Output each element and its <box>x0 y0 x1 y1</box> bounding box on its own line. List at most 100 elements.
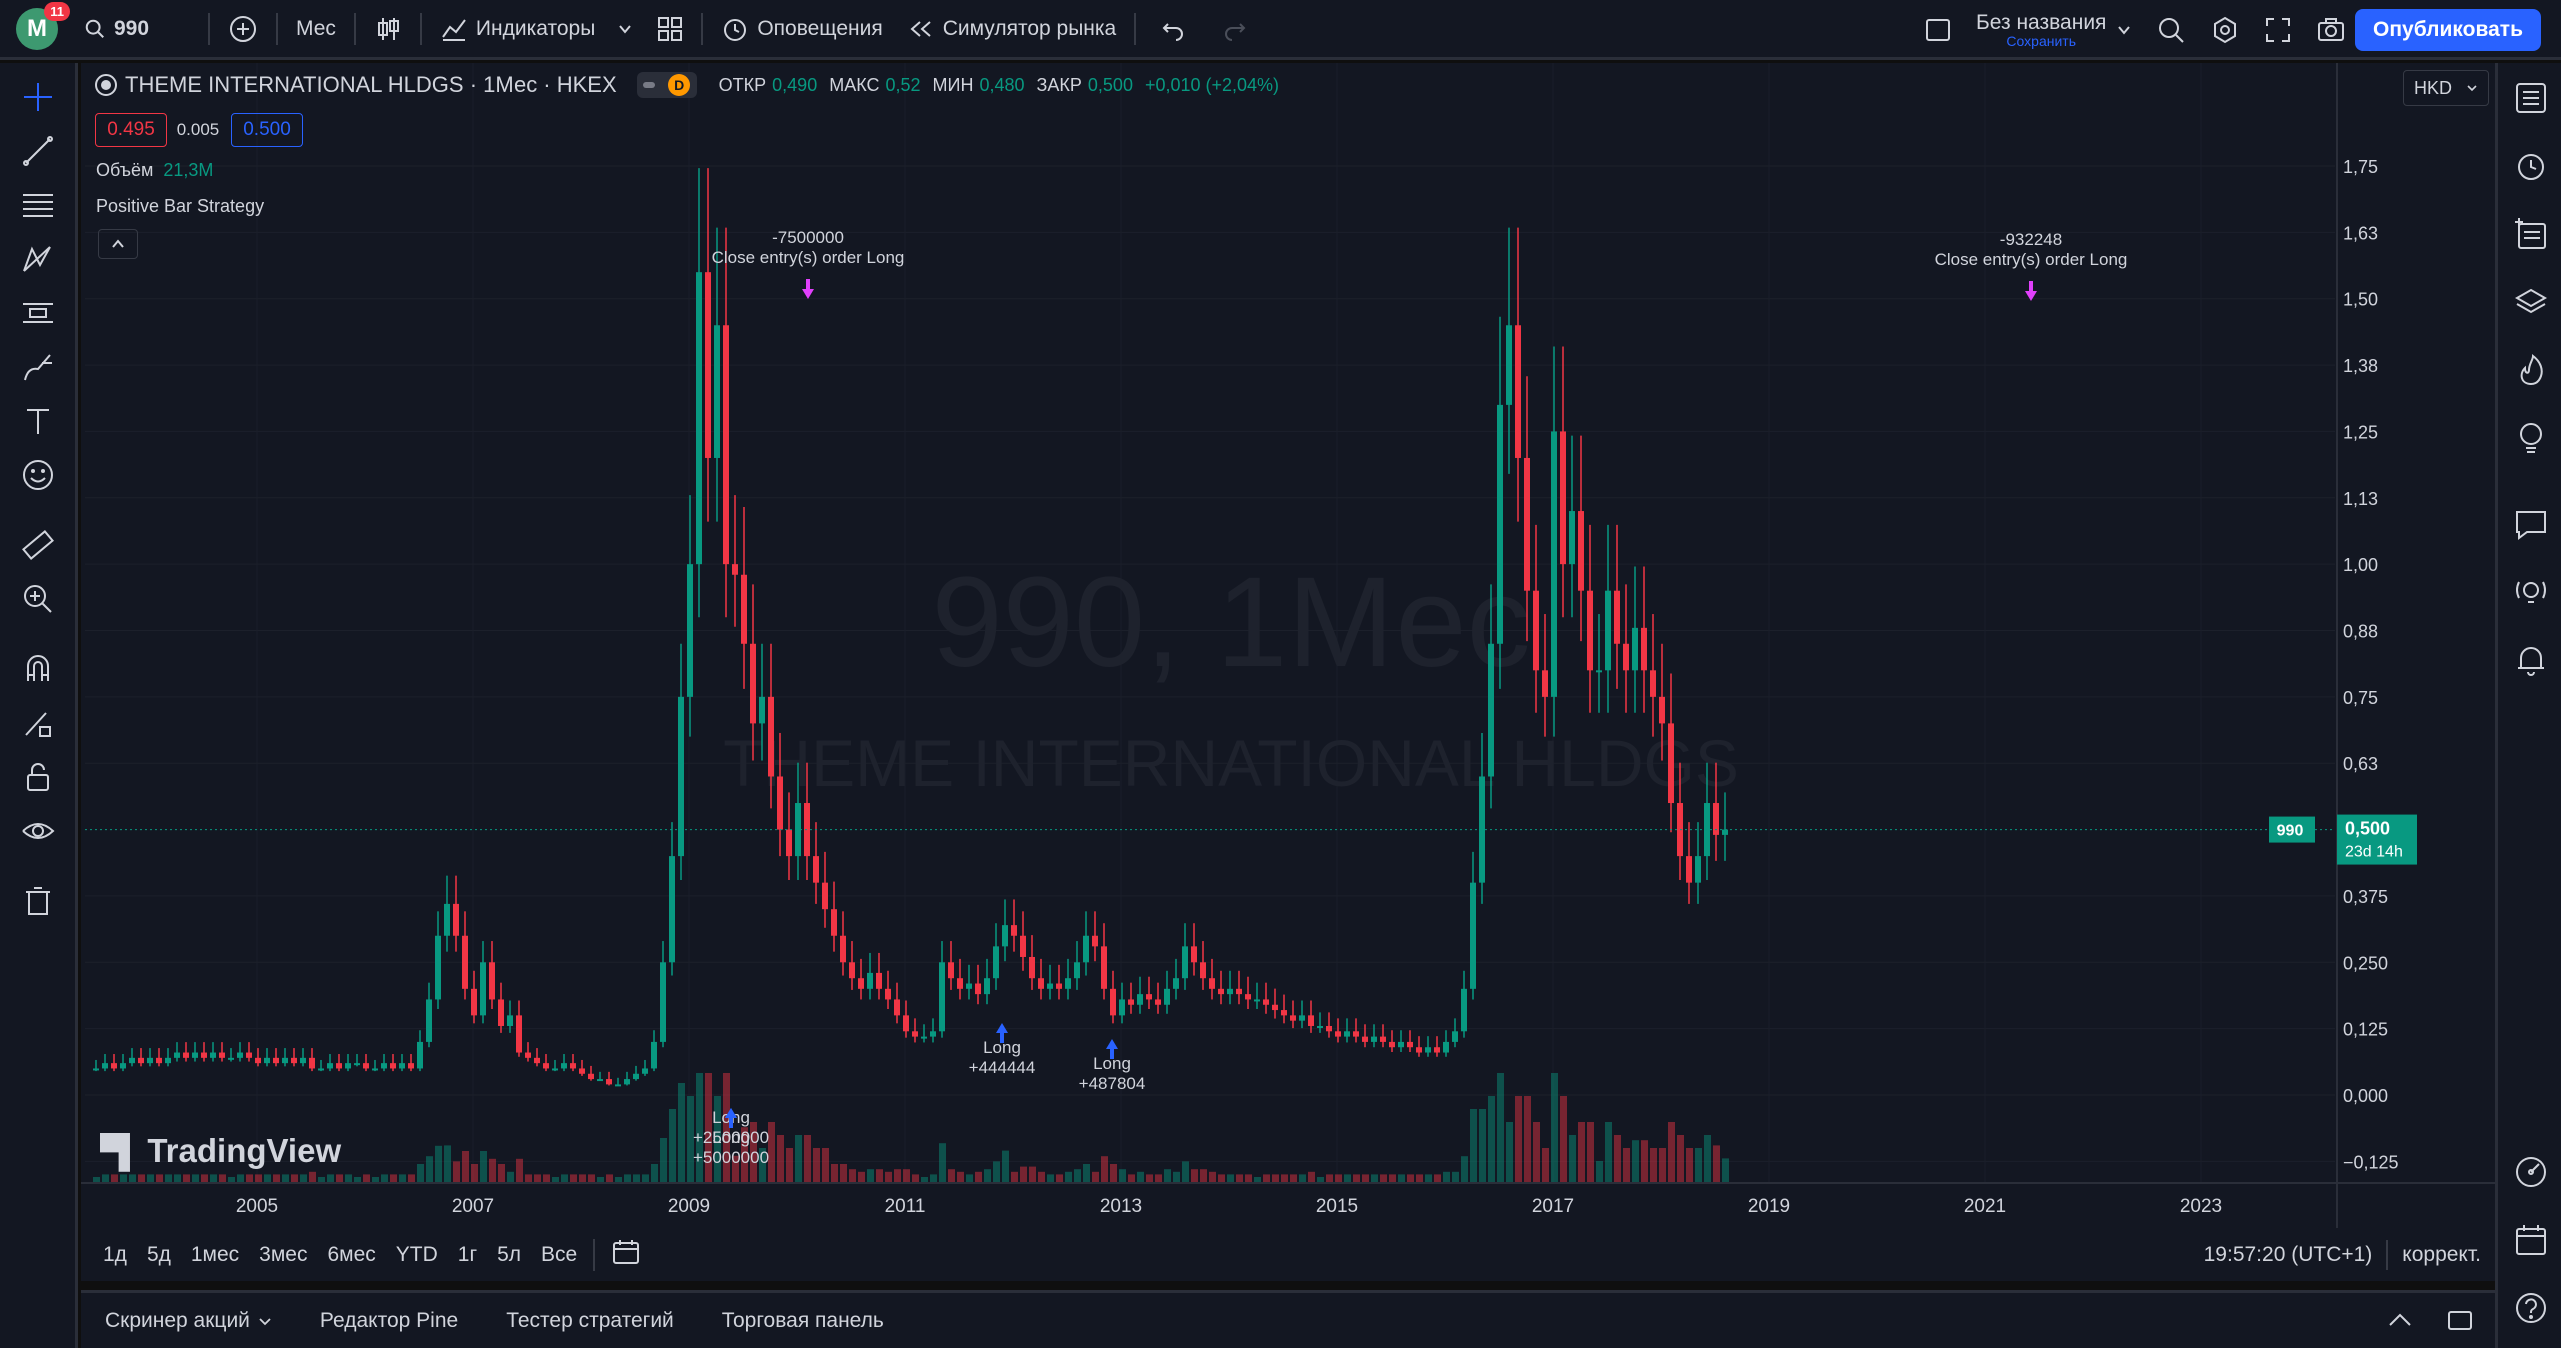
candle-body <box>399 1063 405 1069</box>
range-button[interactable]: YTD <box>395 1242 438 1266</box>
range-button[interactable]: 1мес <box>190 1242 240 1266</box>
tab-trading-panel[interactable]: Торговая панель <box>721 1308 884 1332</box>
object-tree-button[interactable] <box>2510 213 2552 255</box>
volume-bar <box>831 1164 838 1183</box>
candle-body <box>1569 511 1575 565</box>
volume-bar <box>1200 1169 1207 1183</box>
trend-line-tool[interactable] <box>18 131 58 171</box>
lightning-search-icon <box>2159 18 2185 43</box>
collapse-legend-button[interactable] <box>98 229 138 259</box>
compare-button[interactable] <box>216 0 270 59</box>
keep-drawing-tool[interactable] <box>18 703 58 743</box>
magnet-tool[interactable] <box>18 649 58 689</box>
chevron-down-icon <box>259 1317 271 1325</box>
data-status-badge[interactable]: D <box>636 72 697 98</box>
streams-button[interactable] <box>2510 571 2552 613</box>
bid-box[interactable]: 0.495 <box>95 113 167 147</box>
prediction-tool[interactable] <box>18 293 58 333</box>
candle-body <box>417 1041 423 1069</box>
tab-pine-editor[interactable]: Редактор Pine <box>319 1308 459 1332</box>
remove-drawings-tool[interactable] <box>18 881 58 921</box>
candle-body <box>1110 988 1116 1016</box>
divider <box>208 12 210 45</box>
last-price-label: 0,500 <box>2345 819 2390 839</box>
range-button[interactable]: 5д <box>146 1242 171 1266</box>
user-avatar[interactable]: M 11 <box>16 1 70 50</box>
divider <box>593 1238 596 1271</box>
dom-button[interactable] <box>2510 1151 2552 1193</box>
symbol-title[interactable]: THEME INTERNATIONAL HLDGS · 1Мес · HKEX <box>125 72 617 97</box>
chart-type-button[interactable] <box>362 0 414 59</box>
strategy-legend[interactable]: Positive Bar Strategy <box>96 196 265 216</box>
range-button[interactable]: 6мес <box>327 1242 376 1266</box>
interval-button[interactable]: Мес <box>296 16 336 40</box>
time-tick-label: 2017 <box>1532 1196 1574 1217</box>
chevron-up-icon[interactable] <box>2385 1305 2415 1335</box>
volume-bar <box>840 1164 847 1183</box>
goto-date-button[interactable] <box>601 1237 651 1273</box>
ruler-tool[interactable] <box>18 525 58 565</box>
text-tool[interactable] <box>18 401 58 441</box>
undo-button[interactable] <box>1142 0 1204 59</box>
layout-name-button[interactable]: Без названия Сохранить <box>1964 0 2144 60</box>
range-button[interactable]: 1д <box>103 1242 127 1266</box>
volume-bar <box>1380 1174 1387 1183</box>
fullscreen-button[interactable] <box>2252 0 2304 60</box>
range-button[interactable]: 1г <box>457 1242 478 1266</box>
candle-body <box>1659 696 1665 724</box>
replay-button[interactable]: Симулятор рынка <box>895 0 1129 59</box>
indicators-button[interactable]: Индикаторы <box>428 0 645 59</box>
layers-button[interactable] <box>2510 281 2552 323</box>
snapshot-button[interactable] <box>2304 0 2358 60</box>
tradingview-logo[interactable]: ▀▌ TradingView <box>100 1132 341 1170</box>
zoom-tool[interactable] <box>18 579 58 619</box>
hide-drawings-tool[interactable] <box>18 811 58 851</box>
candle-body <box>1497 404 1503 644</box>
emoji-tool[interactable] <box>18 455 58 495</box>
alerts-button[interactable]: Оповещения <box>709 0 894 59</box>
alerts-sidebar-button[interactable] <box>2510 145 2552 187</box>
pattern-tool[interactable] <box>18 239 58 279</box>
volume-bar <box>363 1174 370 1183</box>
layout-checkbox[interactable] <box>1912 0 1964 60</box>
volume-legend[interactable]: Объём 21,3M <box>96 160 213 181</box>
volume-bar <box>687 1096 694 1183</box>
quick-search-button[interactable] <box>2144 0 2198 60</box>
adjust-toggle[interactable]: коррект. <box>2402 1242 2481 1266</box>
symbol-search[interactable]: 990 <box>72 0 202 59</box>
clock[interactable]: 19:57:20 (UTC+1) <box>2203 1242 2373 1266</box>
fib-tool[interactable] <box>18 185 58 225</box>
help-button[interactable] <box>2510 1287 2552 1329</box>
redo-button[interactable] <box>1204 0 1266 59</box>
volume-bar <box>1299 1174 1306 1183</box>
prediction-icon <box>23 303 53 323</box>
range-button[interactable]: 5л <box>497 1242 522 1266</box>
currency-select[interactable]: HKD <box>2403 70 2489 106</box>
crosshair-tool[interactable] <box>18 77 58 117</box>
lock-drawings-tool[interactable] <box>18 757 58 797</box>
calendar-button[interactable] <box>2510 1219 2552 1261</box>
volume-bars <box>93 1073 1729 1183</box>
candle-body <box>525 1052 531 1058</box>
tab-strategy-tester[interactable]: Тестер стратегий <box>506 1308 674 1332</box>
price-chart[interactable]: 990, 1Мес THEME INTERNATIONAL HLDGS Long… <box>81 63 2495 1228</box>
volume-label: Объём <box>96 160 154 180</box>
layouts-button[interactable] <box>645 0 695 59</box>
candle-body <box>1389 1041 1395 1048</box>
settings-button[interactable] <box>2198 0 2252 60</box>
chart-pane[interactable]: 990, 1Мес THEME INTERNATIONAL HLDGS Long… <box>81 63 2495 1281</box>
volume-bar <box>732 1155 739 1183</box>
ask-box[interactable]: 0.500 <box>231 113 303 147</box>
chats-button[interactable] <box>2510 503 2552 545</box>
tab-stock-screener[interactable]: Скринер акций <box>81 1309 296 1333</box>
watchlist-button[interactable] <box>2510 77 2552 119</box>
candle-body <box>867 972 873 989</box>
brush-tool[interactable] <box>18 347 58 387</box>
publish-button[interactable]: Опубликовать <box>2355 9 2541 51</box>
ideas-button[interactable] <box>2510 417 2552 459</box>
range-button[interactable]: 3мес <box>259 1242 308 1266</box>
notifications-button[interactable] <box>2510 639 2552 681</box>
maximize-panel-icon[interactable] <box>2445 1305 2475 1335</box>
hotlists-button[interactable] <box>2510 349 2552 391</box>
range-button[interactable]: Все <box>541 1242 578 1266</box>
